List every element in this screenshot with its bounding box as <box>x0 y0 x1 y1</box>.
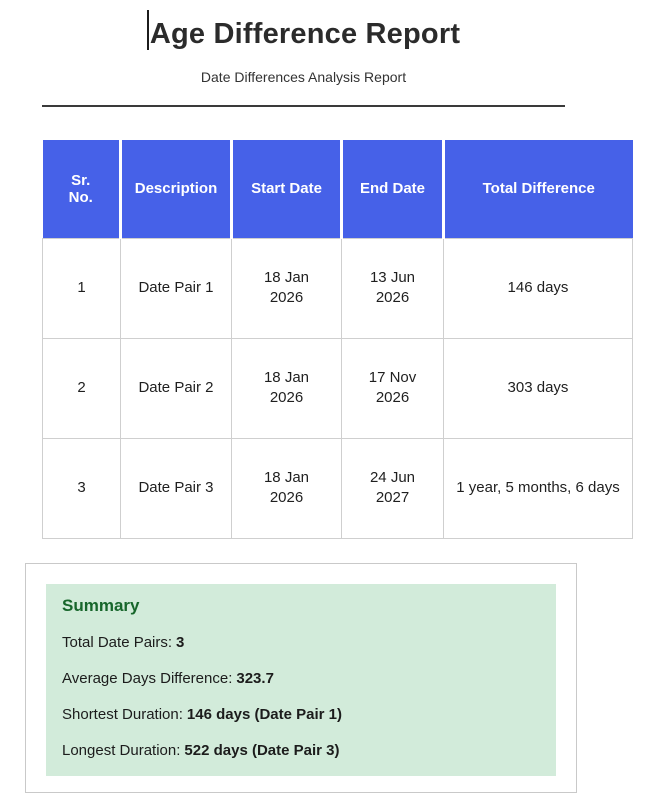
cell-total-difference: 146 days <box>443 237 633 339</box>
summary-item-label: Average Days Difference: <box>62 669 233 687</box>
column-header-end-date: End Date <box>340 140 444 239</box>
page-title[interactable]: Age Difference Report <box>42 10 565 54</box>
column-header-start-date: Start Date <box>230 140 342 239</box>
cell-description: Date Pair 2 <box>120 337 232 439</box>
summary-item-value: 3 <box>176 633 185 651</box>
column-header-total-difference: Total Difference <box>442 140 633 239</box>
date-differences-table: Sr. No. Description Start Date End Date … <box>42 140 633 539</box>
summary-item-total-pairs: Total Date Pairs: 3 <box>62 634 540 652</box>
summary-title: Summary <box>62 595 140 615</box>
cell-total-difference: 1 year, 5 months, 6 days <box>443 437 633 539</box>
cell-total-difference: 303 days <box>443 337 633 439</box>
summary-item-longest-duration: Longest Duration: 522 days (Date Pair 3) <box>62 742 540 760</box>
summary-item-value: 146 days (Date Pair 1) <box>186 705 342 723</box>
document-header: Age Difference Report Date Differences A… <box>42 0 565 108</box>
text-cursor-caret <box>146 10 149 50</box>
summary-panel: Summary Total Date Pairs: 3 Average Days … <box>46 583 556 776</box>
table-header: Sr. No. Description Start Date End Date … <box>42 140 633 239</box>
page-subtitle: Date Differences Analysis Report <box>200 69 407 86</box>
cell-start-date: 18 Jan 2026 <box>231 237 342 339</box>
summary-item-label: Longest Duration: <box>62 741 181 759</box>
summary-item-value: 323.7 <box>236 669 274 687</box>
page-title-text: Age Difference Report <box>149 18 461 50</box>
table-header-row: Sr. No. Description Start Date End Date … <box>42 140 633 239</box>
cell-start-date: 18 Jan 2026 <box>231 337 342 439</box>
cell-sr-no: 3 <box>42 437 121 539</box>
summary-item-label: Shortest Duration: <box>62 705 183 723</box>
cell-end-date: 24 Jun 2027 <box>341 437 444 539</box>
cell-sr-no: 2 <box>42 337 121 439</box>
table-row: 2 Date Pair 2 18 Jan 2026 17 Nov 2026 30… <box>42 337 633 439</box>
cell-description: Date Pair 3 <box>120 437 232 539</box>
cell-sr-no: 1 <box>42 237 121 339</box>
table-row: 1 Date Pair 1 18 Jan 2026 13 Jun 2026 14… <box>42 237 633 339</box>
summary-card: Summary Total Date Pairs: 3 Average Days … <box>25 562 577 793</box>
cell-description: Date Pair 1 <box>120 237 232 339</box>
summary-item-label: Total Date Pairs: <box>62 633 173 651</box>
header-divider <box>42 105 565 108</box>
cell-start-date: 18 Jan 2026 <box>231 437 342 539</box>
column-header-sr-no: Sr. No. <box>42 140 121 239</box>
table-body: 1 Date Pair 1 18 Jan 2026 13 Jun 2026 14… <box>42 237 633 539</box>
column-header-description: Description <box>119 140 232 239</box>
summary-item-average-days: Average Days Difference: 323.7 <box>62 670 540 688</box>
cell-end-date: 17 Nov 2026 <box>341 337 444 439</box>
table-row: 3 Date Pair 3 18 Jan 2026 24 Jun 2027 1 … <box>42 437 633 539</box>
summary-item-shortest-duration: Shortest Duration: 146 days (Date Pair 1) <box>62 706 540 724</box>
cell-end-date: 13 Jun 2026 <box>341 237 444 339</box>
summary-item-value: 522 days (Date Pair 3) <box>184 741 340 759</box>
